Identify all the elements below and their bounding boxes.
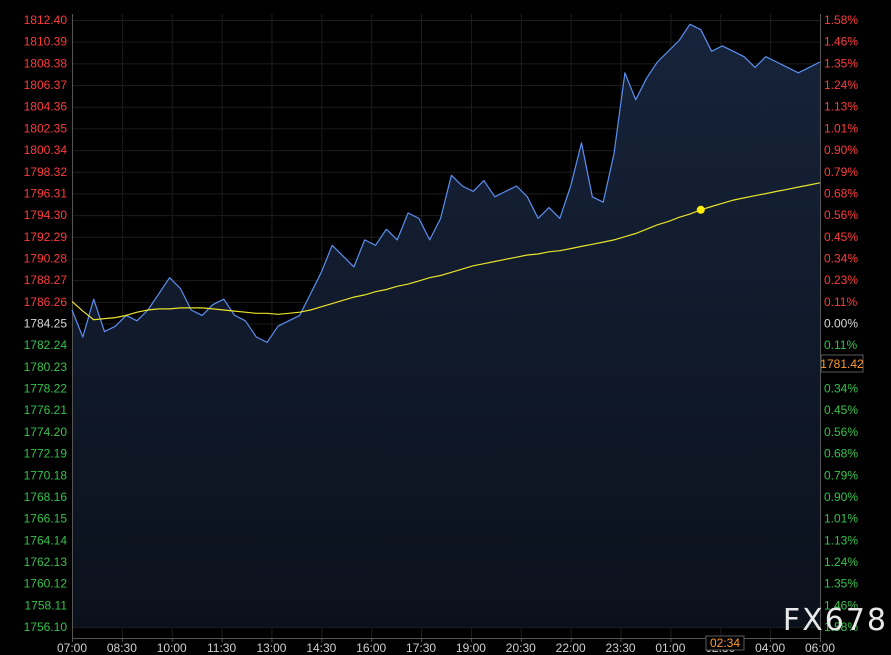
price-area [72, 24, 820, 628]
pct-tick-label: 1.01% [824, 512, 858, 526]
pct-tick-label: 0.68% [824, 186, 858, 200]
watermark: FX678 [783, 603, 888, 638]
pct-tick-label: 0.45% [824, 403, 858, 417]
current-price-value: 1781.42 [820, 357, 864, 371]
average-marker-point [696, 205, 705, 214]
pct-tick-label: 1.13% [824, 533, 858, 547]
pct-tick-label: 1.35% [824, 577, 858, 591]
y-tick-label: 1778.22 [24, 382, 68, 396]
y-tick-label: 1768.16 [24, 490, 68, 504]
x-tick-label: 11:30 [207, 641, 236, 655]
y-tick-label: 1812.40 [24, 13, 68, 27]
cursor-time-value: 02:34 [710, 636, 740, 650]
y-tick-label: 1802.35 [24, 121, 68, 135]
pct-axis-ticks: 1.58% 1.46% 1.35% 1.24% 1.13% 1.01% 0.90% 0.79%… [824, 13, 858, 634]
pct-tick-label: 0.79% [824, 165, 858, 179]
x-tick-label: 13:00 [256, 641, 286, 655]
x-tick-label: 10:00 [157, 641, 187, 655]
y-tick-label: 1766.15 [24, 512, 68, 526]
pct-tick-label: 1.46% [824, 35, 858, 49]
pct-tick-label: 0.56% [824, 425, 858, 439]
x-tick-label: 17:30 [406, 641, 436, 655]
markers [696, 205, 705, 214]
pct-tick-label: 1.35% [824, 56, 858, 70]
pct-tick-label: 0.11% [824, 295, 857, 309]
y-tick-label: 1774.20 [24, 425, 68, 439]
y-tick-label: 1796.31 [24, 186, 68, 200]
x-tick-label: 16:00 [356, 641, 386, 655]
pct-tick-label: 0.23% [824, 273, 858, 287]
x-tick-label: 22:00 [556, 641, 586, 655]
pct-tick-label: 1.58% [824, 13, 858, 27]
x-tick-label: 08:30 [107, 641, 137, 655]
pct-tick-label: 1.01% [824, 121, 858, 135]
pct-tick-label: 0.34% [824, 382, 858, 396]
y-tick-label: 1792.29 [24, 230, 68, 244]
series [71, 23, 821, 343]
pct-tick-label: 1.24% [824, 555, 858, 569]
y-tick-label: 1780.23 [24, 360, 68, 374]
y-tick-label: 1788.27 [24, 273, 68, 287]
x-tick-label: 04:00 [755, 641, 785, 655]
plot-frame [72, 14, 821, 639]
pct-tick-label: 0.79% [824, 468, 858, 482]
pct-tick-label: 0.90% [824, 143, 858, 157]
y-tick-label: 1786.26 [24, 295, 68, 309]
pct-tick-label: 0.00% [824, 317, 858, 331]
y-tick-label: 1756.10 [24, 620, 68, 634]
y-tick-label: 1772.19 [24, 447, 68, 461]
y-tick-label: 1762.13 [24, 555, 68, 569]
pct-tick-label: 0.90% [824, 490, 858, 504]
y-tick-label: 1770.18 [24, 468, 68, 482]
y-tick-label: 1794.30 [24, 208, 68, 222]
x-tick-label: 06:00 [805, 641, 835, 655]
y-tick-label: 1806.37 [24, 78, 68, 92]
pct-tick-label: 1.24% [824, 78, 858, 92]
y-tick-label: 1776.21 [24, 403, 68, 417]
x-tick-label: 23:30 [606, 641, 636, 655]
y-tick-label: 1782.24 [24, 338, 68, 352]
x-axis-ticks: 07:00 08:30 10:00 11:30 13:00 14:30 16:00 17:30… [57, 638, 835, 655]
y-tick-label: 1760.12 [24, 577, 68, 591]
current-price-label: 1781.42 [820, 354, 864, 373]
x-tick-label: 20:30 [506, 641, 536, 655]
pct-tick-label: 0.34% [824, 251, 858, 265]
pct-tick-label: 1.13% [824, 100, 858, 114]
y-tick-label: 1810.39 [24, 35, 68, 49]
x-tick-label: 14:30 [306, 641, 336, 655]
x-tick-label: 07:00 [57, 641, 87, 655]
price-line [71, 23, 821, 343]
pct-tick-label: 0.68% [824, 447, 858, 461]
x-tick-label: 01:00 [655, 641, 685, 655]
y-tick-label: 1758.11 [25, 598, 68, 612]
y-axis-ticks: 1812.40 1810.39 1808.38 1806.37 1804.36 1802.… [24, 13, 68, 634]
y-tick-label: 1804.36 [24, 100, 68, 114]
pct-tick-label: 1.46% [824, 598, 858, 612]
pct-tick-label: 1.58% [824, 620, 858, 634]
pct-tick-label: 0.56% [824, 208, 858, 222]
cursor-time-label: 02:34 [705, 635, 745, 651]
y-tick-label: 1800.34 [24, 143, 68, 157]
pct-tick-label: 0.45% [824, 230, 858, 244]
pct-tick-label: 0.11% [824, 338, 857, 352]
y-tick-label: 1808.38 [24, 56, 68, 70]
y-tick-label: 1764.14 [24, 533, 68, 547]
x-tick-label: 19:00 [456, 641, 486, 655]
y-tick-label: 1790.28 [24, 251, 68, 265]
average-line [71, 182, 821, 321]
price-area-fill [72, 24, 820, 628]
y-tick-label: 1798.32 [24, 165, 68, 179]
y-tick-label: 1784.25 [24, 317, 68, 331]
